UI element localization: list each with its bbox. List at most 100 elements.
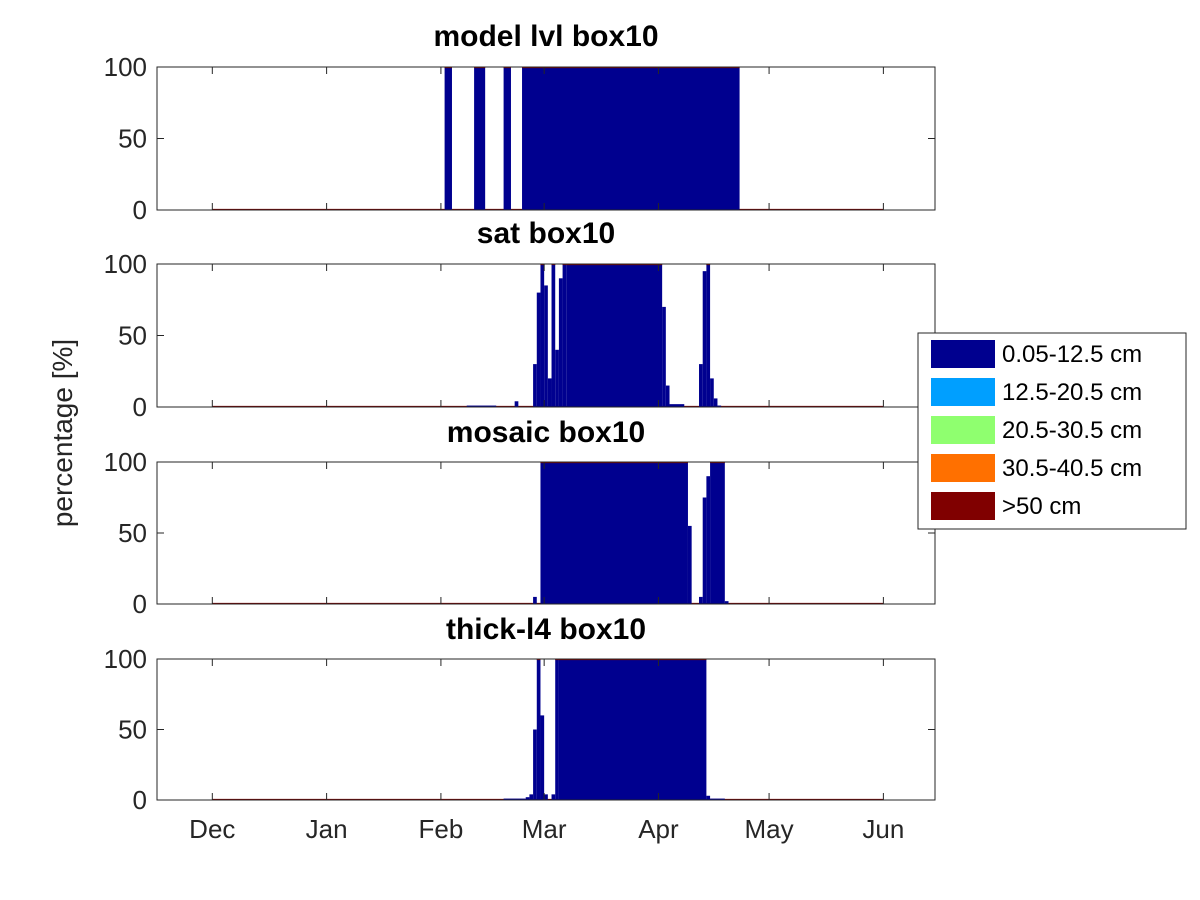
x-tick-label: Jan [306,814,348,844]
y-tick-label: 50 [118,321,147,351]
panel-2-title: sat box10 [477,217,615,250]
panel-1: model lvl box10 0 50 100 [104,20,936,225]
bar [529,794,534,800]
panel-3-y-ticks: 0 50 100 [104,447,935,619]
bar [544,794,548,800]
panel-3-bars [212,461,884,605]
x-tick-label: Jun [862,814,904,844]
x-tick-label: Apr [638,814,679,844]
bar [536,659,541,800]
y-tick-label: 50 [118,518,147,548]
bar [547,378,552,407]
y-tick-label: 100 [104,447,147,477]
bar [540,715,545,800]
panel-2-bars [212,263,884,408]
bar [555,659,559,800]
bar [562,264,567,407]
panel-2-y-ticks: 0 50 100 [104,249,935,422]
bar [702,271,707,407]
y-tick-label: 100 [104,52,147,82]
bar [669,404,685,407]
bar [699,364,703,407]
bar [665,385,670,407]
bar [551,794,556,800]
bar [662,306,666,407]
y-tick-label: 0 [133,195,147,225]
panel-1-x-ticks [211,67,884,210]
x-tick-labels: Dec Jan Feb Mar Apr May Jun [189,814,904,844]
legend-swatch [931,378,995,406]
panel-3-x-ticks [211,462,884,604]
legend-label: >50 cm [1002,493,1081,520]
x-tick-label: Feb [419,814,464,844]
legend-swatch [931,340,995,368]
legend-label: 12.5-20.5 cm [1002,379,1142,406]
panel-2-x-ticks [211,264,884,407]
bar [522,67,740,210]
bar [558,278,563,407]
bar [551,264,556,407]
panel-3: mosaic box10 0 50 100 [104,416,936,619]
bar [706,264,711,407]
y-tick-label: 50 [118,124,147,154]
bar [514,401,519,407]
bar [558,659,707,800]
bar [544,285,548,407]
bar [536,292,541,407]
bar [525,797,530,800]
bar [710,798,725,800]
legend-swatch [931,492,995,520]
legend: 0.05-12.5 cm 12.5-20.5 cm 20.5-30.5 cm 30.5… [917,332,1187,530]
bar [555,349,559,407]
bar [540,264,545,407]
y-tick-label: 0 [133,392,147,422]
bar [540,462,688,604]
bar [702,497,707,604]
bar [687,525,692,604]
legend-entries: 0.05-12.5 cm 12.5-20.5 cm 20.5-30.5 cm 30.5… [931,340,1142,520]
panel-1-bars [212,66,884,211]
bar [533,729,537,800]
legend-swatch [931,416,995,444]
x-tick-label: Dec [189,814,235,844]
legend-swatch [931,454,995,482]
bar [717,405,722,407]
panel-1-y-ticks: 0 50 100 [104,52,935,225]
panel-3-title: mosaic box10 [447,416,645,449]
bar [466,405,497,407]
panel-4-title: thick-l4 box10 [446,613,646,646]
legend-label: 20.5-30.5 cm [1002,417,1142,444]
panel-1-title: model lvl box10 [433,20,658,53]
panel-4-x-ticks [211,659,884,800]
y-tick-label: 100 [104,249,147,279]
panel-4-y-ticks: 0 50 100 [104,644,935,815]
bar [566,264,663,407]
panel-4-bars [212,658,884,801]
panel-4-frame [156,658,936,801]
bar [724,601,729,604]
bar [444,67,452,210]
y-axis-label: percentage [%] [47,339,78,527]
bar [706,476,711,604]
panel-4: thick-l4 box10 0 50 100 [104,613,936,815]
bar [503,67,511,210]
legend-label: 0.05-12.5 cm [1002,341,1142,368]
y-tick-label: 0 [133,589,147,619]
bar [706,795,711,800]
y-tick-label: 100 [104,644,147,674]
y-tick-label: 0 [133,785,147,815]
bar [710,462,725,604]
bar [533,364,537,407]
bar [533,596,537,604]
bar [710,378,714,407]
x-tick-label: Mar [522,814,567,844]
x-tick-label: May [745,814,794,844]
bar [474,67,486,210]
bar [713,398,718,407]
panel-2: sat box10 0 50 100 [104,217,936,422]
legend-label: 30.5-40.5 cm [1002,455,1142,482]
bar [699,596,703,604]
y-tick-label: 50 [118,715,147,745]
bar [503,798,526,800]
